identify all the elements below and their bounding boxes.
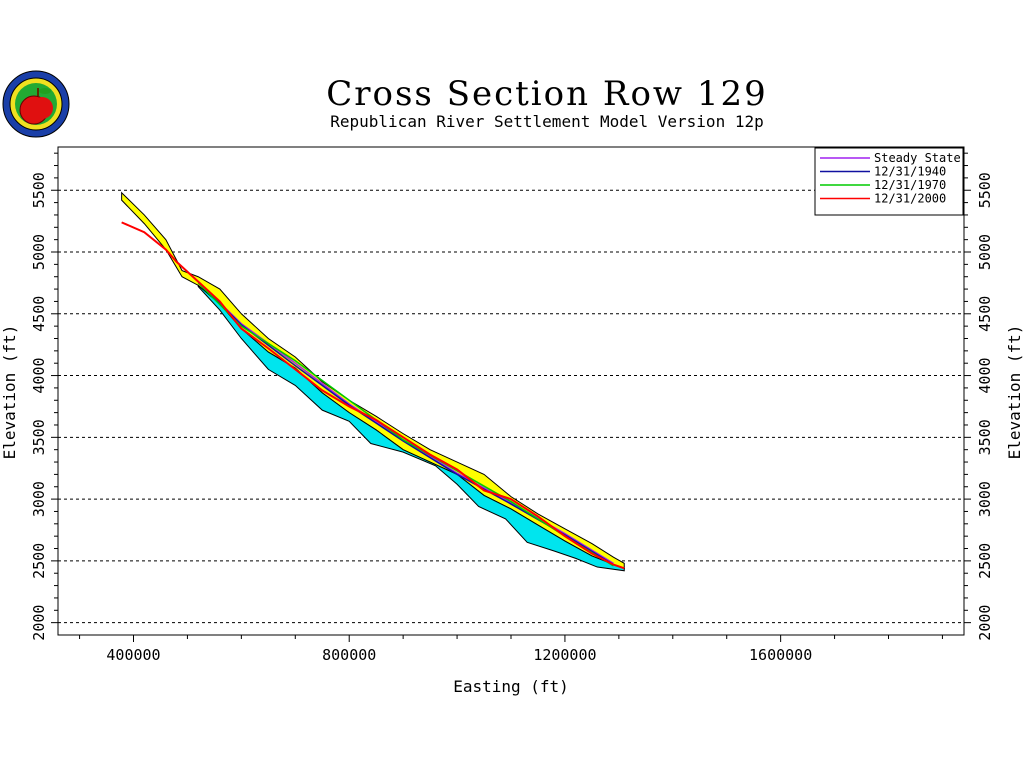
plot-frame — [57, 146, 965, 636]
y-tick-label-right: 5500 — [976, 172, 994, 208]
layer-fill-1 — [121, 191, 625, 569]
x-tick-label: 1200000 — [533, 646, 596, 664]
y-tick-label-right: 2000 — [976, 605, 994, 641]
y-tick-label-right: 2500 — [976, 543, 994, 579]
y-tick-label-left: 2500 — [30, 543, 48, 579]
x-axis-label: Easting (ft) — [453, 677, 569, 696]
grid-lines — [58, 189, 964, 624]
y-tick-label-right: 5000 — [976, 234, 994, 270]
legend: Steady State12/31/194012/31/197012/31/20… — [814, 147, 964, 216]
series-line-12-31-1970 — [197, 282, 614, 567]
y-tick-label-left: 5500 — [30, 172, 48, 208]
legend-label: 12/31/1970 — [874, 178, 946, 192]
y-tick-label-left: 4500 — [30, 296, 48, 332]
head-series — [121, 221, 625, 570]
chart-title: Cross Section Row 129 — [326, 74, 767, 114]
x-tick-label: 400000 — [106, 646, 160, 664]
y-tick-label-right: 3000 — [976, 481, 994, 517]
y-tick-label-right: 4000 — [976, 357, 994, 393]
y-tick-label-left: 5000 — [30, 234, 48, 270]
y-axis-label-left: Elevation (ft) — [0, 325, 19, 460]
y-axis-label-right: Elevation (ft) — [1005, 325, 1024, 460]
x-tick-label: 1600000 — [749, 646, 812, 664]
legend-label: 12/31/1940 — [874, 165, 946, 179]
aquifer-layers — [121, 191, 625, 572]
agency-seal-logo — [2, 70, 70, 138]
y-tick-label-left: 2000 — [30, 605, 48, 641]
layer-fill-2 — [197, 284, 625, 572]
y-tick-label-left: 4000 — [30, 357, 48, 393]
chart-subtitle: Republican River Settlement Model Versio… — [330, 112, 763, 131]
y-tick-label-right: 4500 — [976, 296, 994, 332]
legend-label: Steady State — [874, 151, 961, 165]
series-line-12-31-2000 — [121, 221, 625, 570]
legend-box — [814, 147, 964, 216]
y-tick-label-left: 3000 — [30, 481, 48, 517]
x-tick-label: 800000 — [322, 646, 376, 664]
axis-ticks: 400000 800000 1200000 1600000 2000 2000 2500 25… — [30, 152, 994, 664]
legend-label: 12/31/2000 — [874, 192, 946, 206]
y-tick-label-left: 3500 — [30, 419, 48, 455]
y-tick-label-right: 3500 — [976, 419, 994, 455]
